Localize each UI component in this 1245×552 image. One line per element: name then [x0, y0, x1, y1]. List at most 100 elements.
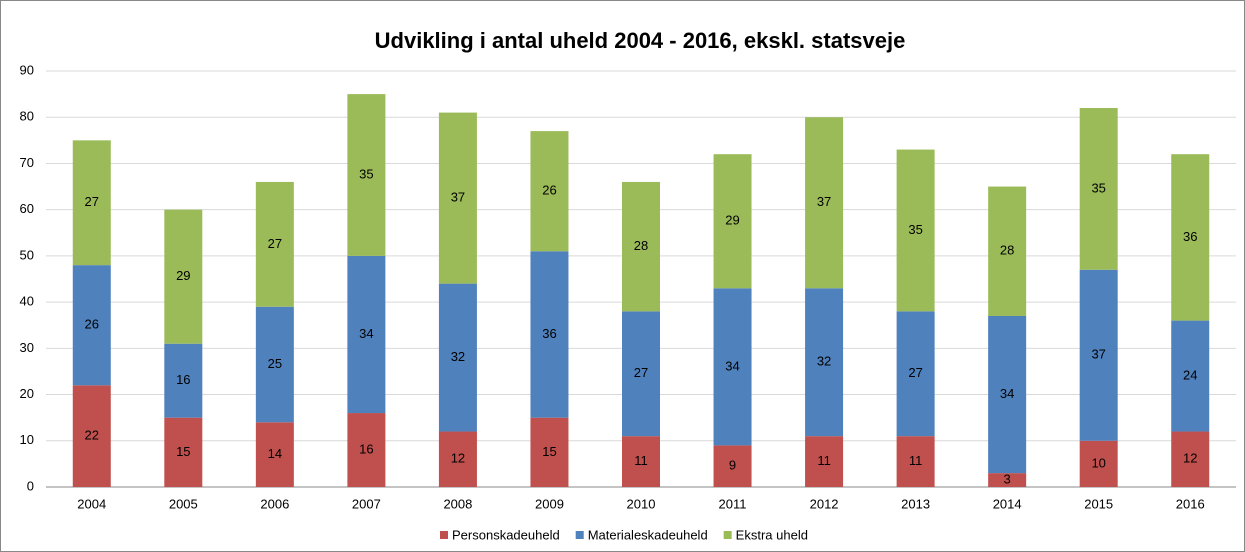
bar-segment	[438, 283, 477, 432]
y-tick-label: 80	[20, 109, 34, 124]
data-label: 36	[1183, 229, 1197, 244]
bar-segment	[713, 445, 752, 487]
bar-segment	[164, 417, 203, 487]
bar-segment	[896, 311, 935, 437]
data-label: 34	[1000, 386, 1014, 401]
bar-segment	[530, 251, 569, 418]
x-tick-label: 2012	[810, 496, 839, 511]
data-label: 3	[1004, 472, 1011, 487]
data-label: 24	[1183, 368, 1197, 383]
bar-segment	[622, 311, 660, 437]
bar-segment	[988, 186, 1027, 316]
y-tick-label: 10	[20, 432, 34, 447]
bar-segment	[438, 431, 477, 487]
y-tick-label: 0	[27, 478, 34, 493]
y-tick-label: 90	[20, 62, 34, 77]
y-tick-label: 70	[20, 155, 34, 170]
data-label: 12	[1183, 451, 1197, 466]
legend-label: Ekstra uheld	[736, 527, 808, 542]
y-tick-label: 60	[20, 201, 34, 216]
data-label: 15	[176, 444, 190, 459]
y-tick-label: 20	[20, 386, 34, 401]
bar-segment	[713, 288, 752, 446]
data-label: 10	[1091, 455, 1105, 470]
data-label: 37	[1091, 347, 1105, 362]
data-label: 34	[359, 326, 373, 341]
x-tick-label: 2009	[535, 496, 564, 511]
x-tick-label: 2004	[77, 496, 106, 511]
data-label: 29	[176, 268, 190, 283]
bar-segment	[255, 181, 294, 307]
data-label: 11	[909, 453, 923, 468]
bar-segment	[1171, 431, 1210, 487]
bar-segment	[347, 255, 386, 414]
bar-segment	[1171, 320, 1210, 432]
bar-segment	[988, 473, 1027, 487]
data-label: 14	[268, 446, 282, 461]
x-tick-label: 2006	[260, 496, 289, 511]
bar-segment	[1171, 154, 1210, 321]
bar-segment	[1079, 269, 1118, 441]
x-tick-label: 2008	[443, 496, 472, 511]
bar-segment	[530, 417, 569, 487]
bar-segment	[72, 140, 111, 266]
data-label: 27	[268, 236, 282, 251]
data-label: 27	[908, 365, 922, 380]
bar-segment	[622, 181, 660, 312]
data-label: 27	[85, 194, 99, 209]
data-label: 12	[451, 451, 465, 466]
data-label: 34	[725, 358, 739, 373]
data-label: 28	[634, 238, 648, 253]
bar-segment	[164, 209, 203, 344]
y-tick-label: 30	[20, 340, 34, 355]
data-label: 16	[359, 441, 373, 456]
bar-segment	[255, 306, 294, 423]
data-label: 35	[908, 222, 922, 237]
data-label: 28	[1000, 243, 1014, 258]
bar-segment	[164, 343, 203, 418]
data-label: 37	[817, 194, 831, 209]
data-label: 11	[634, 453, 648, 468]
x-tick-label: 2011	[719, 496, 747, 511]
data-label: 22	[85, 428, 99, 443]
data-label: 32	[817, 354, 831, 369]
legend-swatch	[575, 531, 584, 539]
data-label: 37	[451, 190, 465, 205]
bar-segment	[1079, 107, 1118, 270]
x-tick-label: 2007	[352, 496, 381, 511]
data-label: 9	[729, 458, 736, 473]
bar-segment	[805, 288, 844, 437]
legend-label: Materialeskadeuheld	[588, 527, 708, 542]
y-tick-label: 50	[20, 247, 34, 262]
bar-segment	[713, 154, 752, 289]
x-tick-label: 2016	[1176, 496, 1205, 511]
bar-segment	[438, 112, 477, 284]
bar-segment	[255, 422, 294, 487]
data-label: 25	[268, 356, 282, 371]
data-label: 32	[451, 349, 465, 364]
bar-segment	[72, 265, 111, 386]
bar-segment	[530, 131, 569, 252]
chart-title: Udvikling i antal uheld 2004 - 2016, eks…	[375, 28, 906, 53]
legend-swatch	[723, 531, 732, 539]
x-tick-label: 2015	[1084, 496, 1113, 511]
bar-segment	[1079, 440, 1118, 487]
x-tick-label: 2013	[901, 496, 930, 511]
data-label: 35	[1091, 180, 1105, 195]
bar-segment	[988, 315, 1027, 474]
data-label: 26	[85, 317, 99, 332]
bar-segment	[72, 385, 111, 487]
data-label: 11	[817, 453, 831, 468]
x-tick-label: 2010	[627, 496, 656, 511]
data-label: 16	[176, 372, 190, 387]
data-label: 35	[359, 166, 373, 181]
bar-segment	[805, 436, 844, 487]
legend-swatch	[440, 531, 448, 539]
data-label: 36	[542, 326, 556, 341]
y-tick-label: 40	[20, 294, 34, 309]
data-label: 15	[542, 444, 556, 459]
bar-segment	[622, 436, 660, 487]
bar-segment	[347, 413, 386, 487]
bar-segment	[896, 436, 935, 487]
